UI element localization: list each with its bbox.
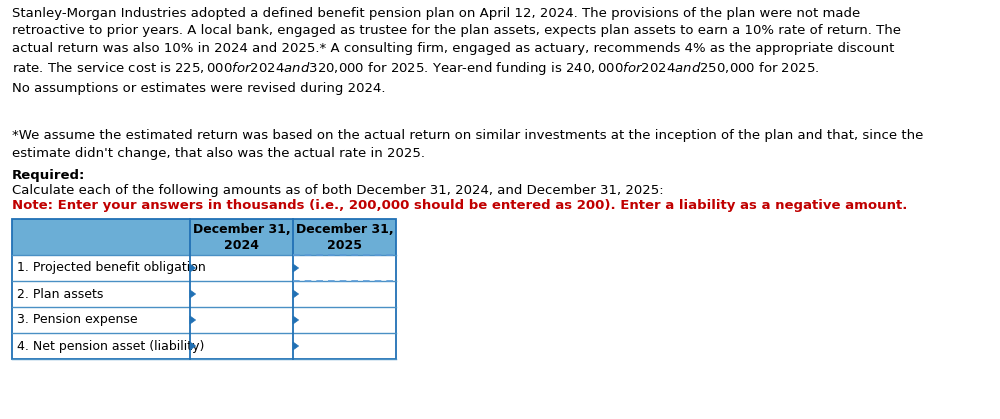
Text: 1. Projected benefit obligation: 1. Projected benefit obligation: [17, 261, 206, 274]
Text: Required:: Required:: [12, 169, 85, 182]
Text: Note: Enter your answers in thousands (i.e., 200,000 should be entered as 200). : Note: Enter your answers in thousands (i…: [12, 199, 907, 212]
Text: December 31,
2024: December 31, 2024: [193, 222, 290, 251]
Text: 3. Pension expense: 3. Pension expense: [17, 313, 138, 326]
Text: December 31,
2025: December 31, 2025: [296, 222, 393, 251]
Bar: [12, 307, 396, 333]
Polygon shape: [293, 316, 299, 324]
Polygon shape: [293, 342, 299, 350]
Bar: [12, 281, 396, 307]
Text: Stanley-Morgan Industries adopted a defined benefit pension plan on April 12, 20: Stanley-Morgan Industries adopted a defi…: [12, 7, 901, 95]
Polygon shape: [190, 342, 196, 350]
Bar: [12, 333, 396, 359]
Polygon shape: [293, 264, 299, 272]
Bar: [12, 255, 396, 281]
Bar: [12, 219, 396, 359]
Polygon shape: [190, 290, 196, 298]
Text: *We assume the estimated return was based on the actual return on similar invest: *We assume the estimated return was base…: [12, 129, 923, 160]
Text: Calculate each of the following amounts as of both December 31, 2024, and Decemb: Calculate each of the following amounts …: [12, 184, 664, 197]
Bar: [12, 219, 396, 255]
Text: 2. Plan assets: 2. Plan assets: [17, 287, 103, 300]
Polygon shape: [190, 316, 196, 324]
Text: 4. Net pension asset (liability): 4. Net pension asset (liability): [17, 339, 204, 352]
Polygon shape: [190, 264, 196, 272]
Polygon shape: [293, 290, 299, 298]
